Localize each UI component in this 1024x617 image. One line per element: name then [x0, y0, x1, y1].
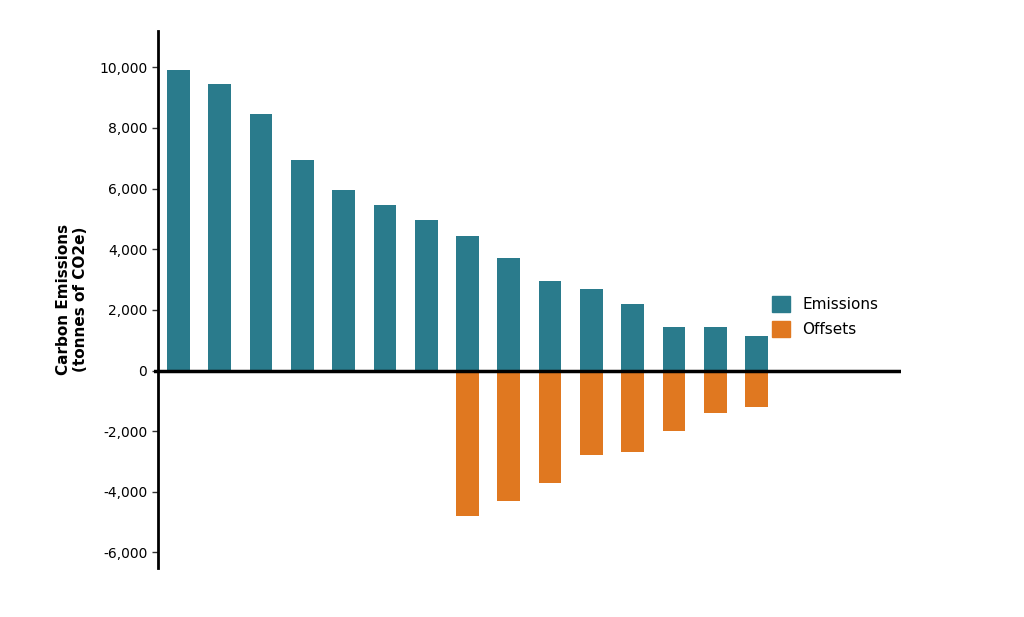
Bar	[703, 326, 727, 371]
Y-axis label: Carbon Emissions
(tonnes of CO2e): Carbon Emissions (tonnes of CO2e)	[55, 224, 88, 375]
Bar	[167, 70, 189, 371]
Bar	[456, 236, 479, 371]
Bar	[415, 220, 437, 371]
Bar	[622, 304, 644, 371]
Bar	[539, 281, 561, 371]
Bar	[374, 205, 396, 371]
Bar	[745, 371, 768, 407]
Bar	[663, 371, 685, 431]
Bar	[208, 84, 231, 371]
Bar	[332, 190, 355, 371]
Bar	[498, 259, 520, 371]
Bar	[745, 336, 768, 371]
Bar	[622, 371, 644, 452]
Bar	[580, 371, 603, 455]
Bar	[663, 326, 685, 371]
Bar	[498, 371, 520, 501]
Bar	[539, 371, 561, 482]
Bar	[580, 289, 603, 371]
Legend: Emissions, Offsets: Emissions, Offsets	[772, 296, 879, 337]
Bar	[291, 160, 313, 371]
Bar	[703, 371, 727, 413]
Bar	[456, 371, 479, 516]
Bar	[250, 114, 272, 371]
